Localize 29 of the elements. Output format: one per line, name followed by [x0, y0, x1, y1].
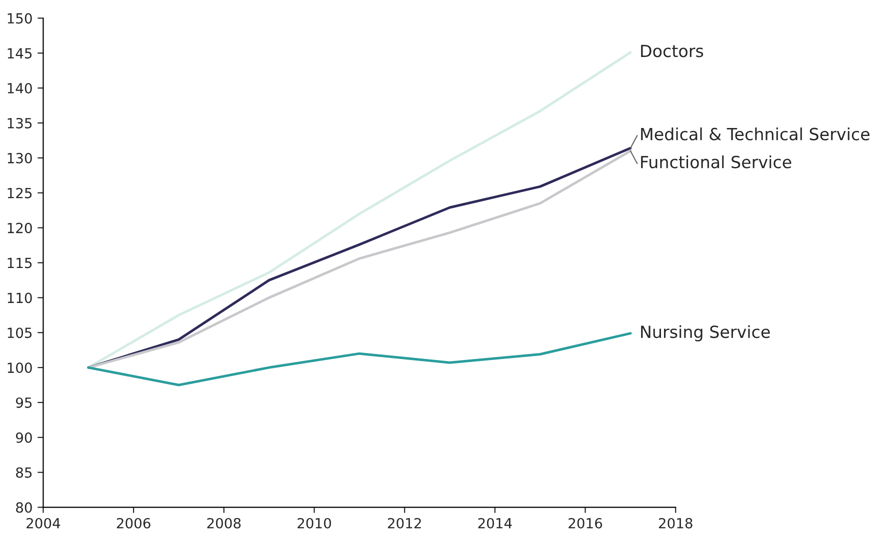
series-label: Doctors [641, 44, 704, 58]
x-tick-label: 2014 [478, 518, 512, 528]
y-tick-label: 115 [8, 258, 32, 268]
x-tick-label: 2008 [207, 518, 241, 528]
x-tick-label: 2018 [658, 518, 692, 528]
y-tick-label: 95 [16, 397, 32, 408]
line-series [87, 332, 632, 386]
y-tick-label: 100 [8, 362, 32, 374]
line-series [87, 51, 632, 369]
y-tick-label: 105 [8, 328, 32, 338]
x-tick-label: 2004 [26, 518, 60, 528]
series-label: Functional Service [641, 155, 792, 168]
x-tick-label: 2016 [568, 518, 602, 528]
y-tick-label: 85 [16, 467, 32, 478]
y-tick-label: 80 [16, 502, 32, 513]
series-label: Nursing Service [641, 325, 770, 342]
y-tick-label: 145 [8, 48, 32, 59]
y-tick-label: 140 [8, 83, 32, 94]
x-tick-label: 2006 [116, 518, 150, 528]
y-tick-label: 150 [8, 13, 32, 24]
series-label: Medical & Technical Service [641, 127, 870, 140]
x-tick-label: 2012 [388, 518, 421, 528]
x-tick-label: 2010 [298, 518, 331, 528]
y-tick-label: 90 [16, 432, 32, 443]
y-tick-label: 120 [8, 222, 32, 234]
y-tick-label: 125 [8, 188, 32, 198]
y-tick-label: 135 [8, 118, 32, 128]
y-tick-label: 130 [8, 152, 32, 164]
y-tick-label: 110 [8, 292, 32, 304]
